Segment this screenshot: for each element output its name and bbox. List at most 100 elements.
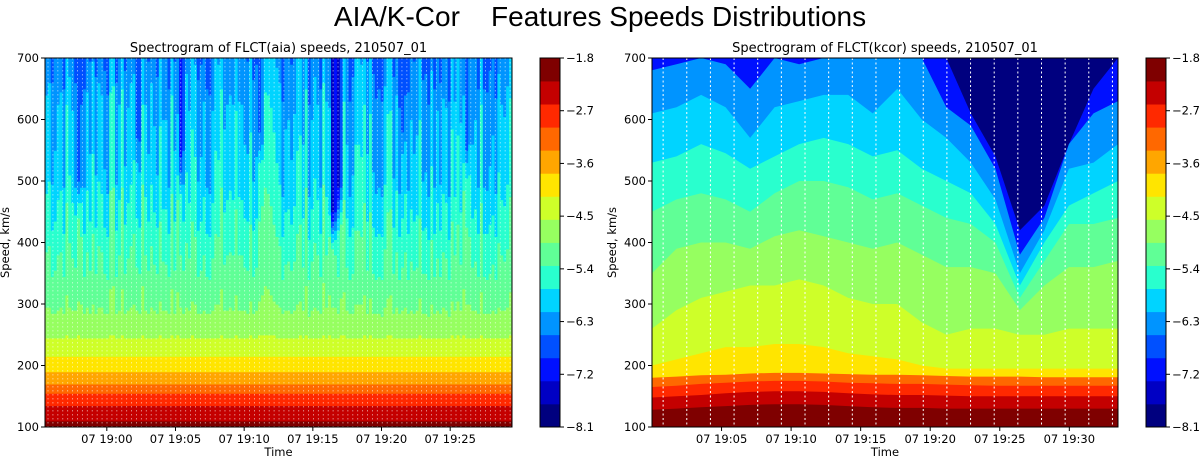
heatmap-cell xyxy=(47,116,52,121)
heatmap-cell xyxy=(82,316,87,320)
heatmap-cell xyxy=(117,251,122,256)
heatmap-cell xyxy=(74,181,78,185)
heatmap-cell xyxy=(106,122,110,127)
heatmap-cell xyxy=(152,380,157,385)
heatmap-cell xyxy=(88,190,93,194)
heatmap-cell xyxy=(147,331,151,336)
heatmap-cell xyxy=(144,291,148,296)
heatmap-cell xyxy=(126,251,131,256)
heatmap-cell xyxy=(100,199,104,204)
heatmap-cell xyxy=(47,205,52,210)
heatmap-cell xyxy=(161,307,166,311)
heatmap-cell xyxy=(112,279,116,284)
heatmap-cell xyxy=(77,260,81,265)
heatmap-cell xyxy=(56,196,61,201)
heatmap-cell xyxy=(59,322,64,327)
heatmap-cell xyxy=(59,125,64,130)
heatmap-cell xyxy=(106,193,110,197)
heatmap-cell xyxy=(88,150,93,154)
heatmap-cell xyxy=(120,300,125,305)
heatmap-cell xyxy=(80,396,84,400)
heatmap-cell xyxy=(103,374,107,379)
heatmap-cell xyxy=(112,153,116,157)
heatmap-cell xyxy=(155,316,160,320)
heatmap-cell xyxy=(150,411,154,416)
heatmap-cell xyxy=(45,67,49,71)
heatmap-cell xyxy=(91,297,96,302)
heatmap-cell xyxy=(45,233,49,237)
heatmap-cell xyxy=(103,137,107,142)
heatmap-cell xyxy=(138,294,142,299)
heatmap-cell xyxy=(150,245,154,250)
heatmap-cell xyxy=(45,420,49,425)
heatmap-cell xyxy=(59,310,64,314)
heatmap-cell xyxy=(53,104,58,108)
heatmap-cell xyxy=(152,371,157,376)
heatmap-cell xyxy=(135,353,139,357)
heatmap-cell xyxy=(106,64,110,68)
heatmap-cell xyxy=(106,396,110,400)
heatmap-cell xyxy=(97,368,102,373)
heatmap-cell xyxy=(103,390,107,394)
heatmap-cell xyxy=(53,202,58,207)
heatmap-cell xyxy=(62,220,67,225)
heatmap-cell xyxy=(74,134,78,139)
heatmap-cell xyxy=(71,371,75,376)
heatmap-cell xyxy=(152,242,157,247)
heatmap-cell xyxy=(147,313,151,317)
heatmap-cell xyxy=(85,171,90,176)
heatmap-cell xyxy=(91,97,96,102)
heatmap-cell xyxy=(68,328,72,333)
heatmap-cell xyxy=(106,304,110,308)
heatmap-cell xyxy=(94,328,99,333)
heatmap-cell xyxy=(117,101,122,105)
heatmap-cell xyxy=(103,94,107,99)
heatmap-cell xyxy=(109,85,113,90)
heatmap-cell xyxy=(50,131,55,136)
heatmap-cell xyxy=(45,171,49,176)
heatmap-cell xyxy=(155,257,160,262)
heatmap-cell xyxy=(120,184,125,188)
heatmap-cell xyxy=(109,211,113,216)
heatmap-cell xyxy=(158,110,163,114)
heatmap-cell xyxy=(47,368,52,373)
heatmap-cell xyxy=(158,380,163,385)
heatmap-cell xyxy=(147,190,151,194)
heatmap-cell xyxy=(161,196,166,201)
heatmap-cell xyxy=(50,144,55,148)
heatmap-cell xyxy=(56,73,61,78)
heatmap-cell xyxy=(77,328,81,333)
heatmap-cell xyxy=(141,193,145,197)
heatmap-cell xyxy=(85,199,90,204)
heatmap-cell xyxy=(117,70,122,74)
heatmap-cell xyxy=(91,365,96,370)
heatmap-cell xyxy=(97,374,102,379)
heatmap-cell xyxy=(109,353,113,357)
heatmap-cell xyxy=(62,343,67,348)
heatmap-cell xyxy=(47,380,52,385)
heatmap-cell xyxy=(68,220,72,225)
heatmap-cell xyxy=(117,340,122,345)
heatmap-cell xyxy=(59,171,64,176)
heatmap-cell xyxy=(85,297,90,302)
heatmap-cell xyxy=(100,390,104,394)
heatmap-cell xyxy=(129,423,134,427)
heatmap-cell xyxy=(117,254,122,259)
heatmap-cell xyxy=(82,242,87,247)
heatmap-cell xyxy=(120,285,125,290)
heatmap-cell xyxy=(50,337,55,342)
heatmap-cell xyxy=(53,162,58,167)
heatmap-cell xyxy=(59,331,64,336)
heatmap-cell xyxy=(97,325,102,330)
heatmap-cell xyxy=(144,190,148,194)
heatmap-cell xyxy=(132,279,137,284)
heatmap-cell xyxy=(103,153,107,157)
heatmap-cell xyxy=(161,313,166,317)
heatmap-cell xyxy=(112,260,116,265)
heatmap-cell xyxy=(138,420,142,425)
heatmap-cell xyxy=(109,294,113,299)
heatmap-cell xyxy=(82,233,87,237)
heatmap-cell xyxy=(106,104,110,108)
heatmap-cell xyxy=(138,377,142,382)
heatmap-cell xyxy=(74,177,78,182)
